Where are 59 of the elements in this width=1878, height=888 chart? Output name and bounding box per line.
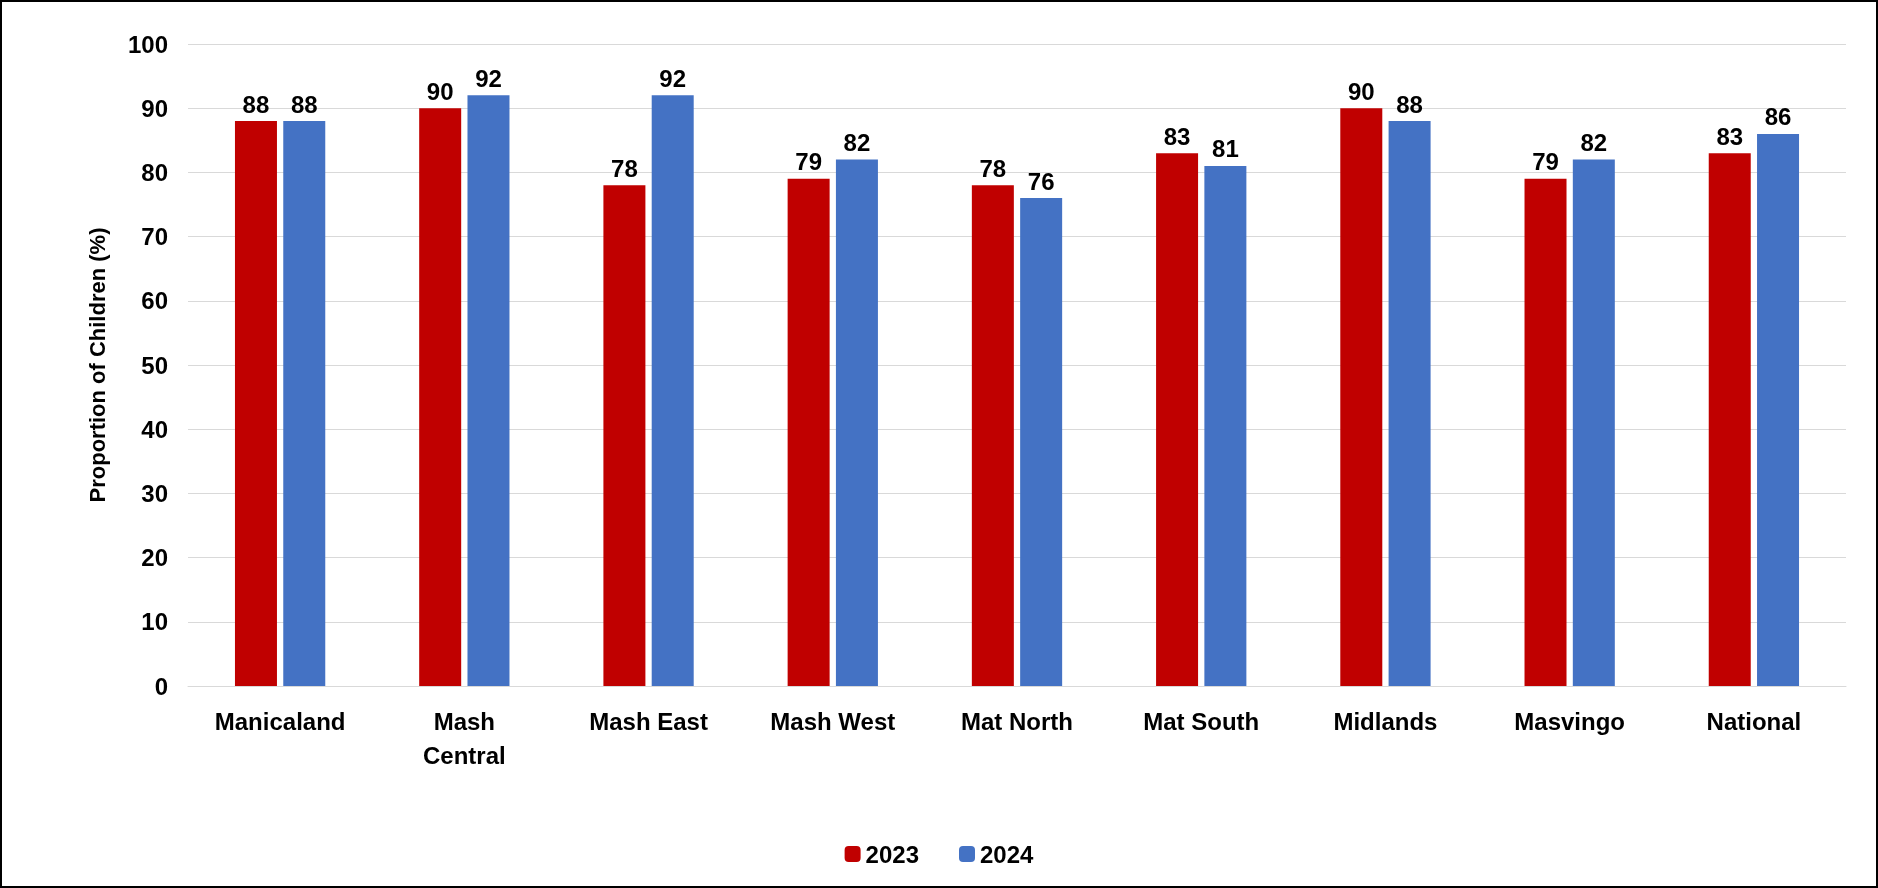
legend-label: 2024 (980, 840, 1035, 868)
x-tick-label: National (1706, 707, 1802, 735)
data-label: 86 (1764, 103, 1792, 131)
data-label: 88 (1396, 90, 1423, 118)
x-tick-label: Manicaland (214, 707, 346, 735)
bar (1020, 198, 1063, 686)
bar (971, 185, 1014, 686)
bar (651, 95, 694, 686)
bar (1156, 153, 1199, 686)
y-tick-label: 70 (141, 223, 168, 251)
y-tick-label: 0 (154, 672, 168, 700)
bar (787, 178, 830, 686)
bar (1708, 153, 1751, 686)
data-label: 88 (242, 90, 270, 118)
data-label: 88 (290, 90, 318, 118)
x-tick-label: Mat North (961, 707, 1073, 735)
x-tick-label: Mash West (770, 707, 896, 735)
y-tick-label: 40 (141, 415, 168, 443)
data-label: 92 (475, 64, 502, 92)
x-tick-label: Mash Central (422, 707, 506, 769)
x-tick-label: Masvingo (1514, 707, 1626, 735)
y-tick-label: 60 (141, 287, 168, 315)
bar (1572, 159, 1615, 686)
y-tick-label: 50 (141, 351, 168, 379)
bar (234, 121, 277, 686)
data-label: 79 (1532, 148, 1559, 176)
data-label: 82 (1580, 129, 1608, 157)
bar (1388, 121, 1431, 686)
y-tick-label: 90 (141, 94, 168, 122)
bar (1340, 108, 1383, 686)
bar (1757, 133, 1800, 686)
data-label: 90 (426, 77, 454, 105)
data-label: 82 (843, 129, 871, 157)
y-tick-label: 10 (141, 608, 168, 636)
y-axis-title: Proportion of Children (%) (84, 227, 110, 503)
bar (283, 121, 326, 686)
data-label: 78 (611, 154, 638, 182)
x-tick-label: Midlands (1333, 707, 1438, 735)
bar (419, 108, 462, 686)
data-label: 78 (979, 154, 1007, 182)
data-label: 90 (1347, 77, 1375, 105)
x-tick-label: Mat South (1143, 707, 1260, 735)
y-tick-label: 80 (141, 158, 168, 186)
legend-label: 2023 (865, 840, 919, 868)
data-label: 92 (659, 64, 687, 92)
y-tick-label: 100 (127, 30, 168, 58)
bar (835, 159, 878, 686)
data-label: 83 (1716, 122, 1744, 150)
x-tick-label: Mash East (589, 707, 708, 735)
y-tick-label: 20 (141, 544, 168, 572)
y-tick-label: 30 (141, 479, 168, 507)
data-label: 83 (1163, 122, 1191, 150)
bar (1524, 178, 1567, 686)
data-label: 81 (1212, 135, 1239, 163)
bar (1204, 165, 1247, 686)
bar (603, 185, 646, 686)
data-label: 79 (795, 148, 822, 176)
data-label: 76 (1027, 167, 1055, 195)
bar (467, 95, 510, 686)
